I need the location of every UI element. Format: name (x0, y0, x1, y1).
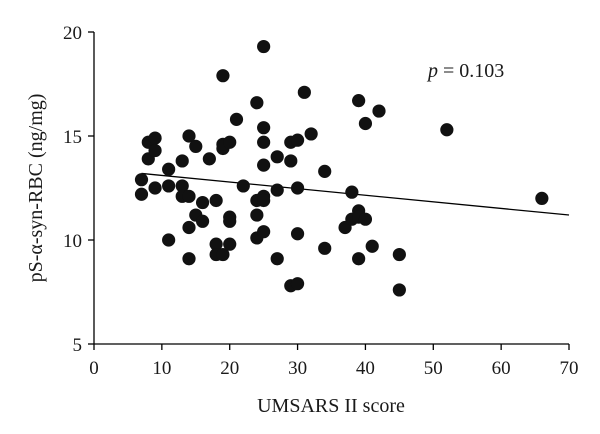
scatter-point (148, 143, 162, 158)
scatter-point (352, 252, 366, 266)
scatter-point (270, 183, 284, 197)
scatter-point (352, 94, 366, 108)
scatter-point (257, 158, 271, 172)
scatter-point (148, 181, 162, 195)
scatter-point (270, 252, 284, 266)
x-tick-label: 50 (424, 358, 443, 379)
scatter-point (392, 283, 406, 297)
scatter-point (304, 127, 318, 141)
x-axis-label: UMSARS II score (257, 395, 405, 417)
scatter-point (134, 187, 149, 201)
x-tick-label: 60 (492, 358, 511, 379)
y-axis-label: pS-α-syn-RBC (ng/mg) (25, 94, 47, 283)
p-value-text: = 0.103 (438, 60, 504, 82)
scatter-point (440, 123, 454, 137)
scatter-point (216, 69, 230, 83)
y-tick-label: 5 (73, 335, 83, 356)
scatter-point (236, 179, 250, 193)
scatter-point (250, 96, 264, 110)
p-value-annotation: p = 0.103 (426, 60, 504, 82)
scatter-point (162, 179, 176, 193)
scatter-point (257, 39, 271, 54)
scatter-point (223, 237, 237, 251)
scatter-point (318, 164, 332, 178)
scatter-point (182, 129, 196, 143)
scatter-point (290, 133, 305, 147)
scatter-point (358, 116, 373, 131)
scatter-point (209, 237, 223, 251)
x-tick-label: 0 (89, 358, 99, 379)
scatter-point (182, 189, 196, 203)
scatter-point (290, 277, 305, 291)
scatter-point (284, 154, 298, 168)
scatter-point (223, 135, 237, 149)
scatter-point (162, 233, 176, 247)
x-tick-label: 40 (356, 358, 375, 379)
scatter-point (202, 152, 216, 166)
data-points (134, 39, 549, 297)
x-tick-label: 30 (288, 358, 307, 379)
scatter-point (162, 162, 176, 176)
scatter-point (372, 104, 386, 118)
scatter-point (134, 173, 149, 187)
scatter-point (257, 135, 271, 149)
p-symbol: p (426, 60, 438, 82)
scatter-point (257, 225, 271, 239)
scatter-point (229, 112, 244, 126)
scatter-point (182, 252, 196, 266)
scatter-point (195, 214, 210, 228)
y-ticks: 5 10 15 20 (63, 23, 94, 356)
y-tick-label: 15 (63, 127, 82, 148)
scatter-point (297, 85, 311, 99)
scatter-point (270, 150, 284, 164)
scatter-point (195, 195, 210, 210)
scatter-point (345, 185, 359, 199)
scatter-point (148, 131, 162, 145)
scatter-point (250, 208, 264, 222)
scatter-point (257, 193, 271, 208)
scatter-point (535, 191, 549, 205)
scatter-point (182, 220, 196, 235)
x-ticks: 0 10 20 30 40 50 60 70 (89, 344, 579, 379)
y-tick-label: 20 (63, 23, 82, 44)
scatter-point (175, 179, 189, 193)
x-tick-label: 70 (560, 358, 579, 379)
scatter-point (290, 227, 305, 241)
scatter-point (209, 193, 223, 208)
scatter-point (365, 239, 379, 253)
scatter-point (358, 212, 373, 226)
x-tick-label: 10 (152, 358, 171, 379)
scatter-point (189, 139, 203, 153)
scatter-point (216, 247, 230, 262)
scatter-point (257, 121, 271, 135)
scatter-point (290, 181, 305, 195)
axes (93, 32, 569, 345)
scatter-point (223, 214, 237, 228)
scatter-point (318, 241, 332, 255)
y-tick-label: 10 (63, 231, 82, 252)
scatter-point (392, 247, 406, 262)
x-tick-label: 20 (220, 358, 239, 379)
scatter-point (175, 154, 189, 168)
